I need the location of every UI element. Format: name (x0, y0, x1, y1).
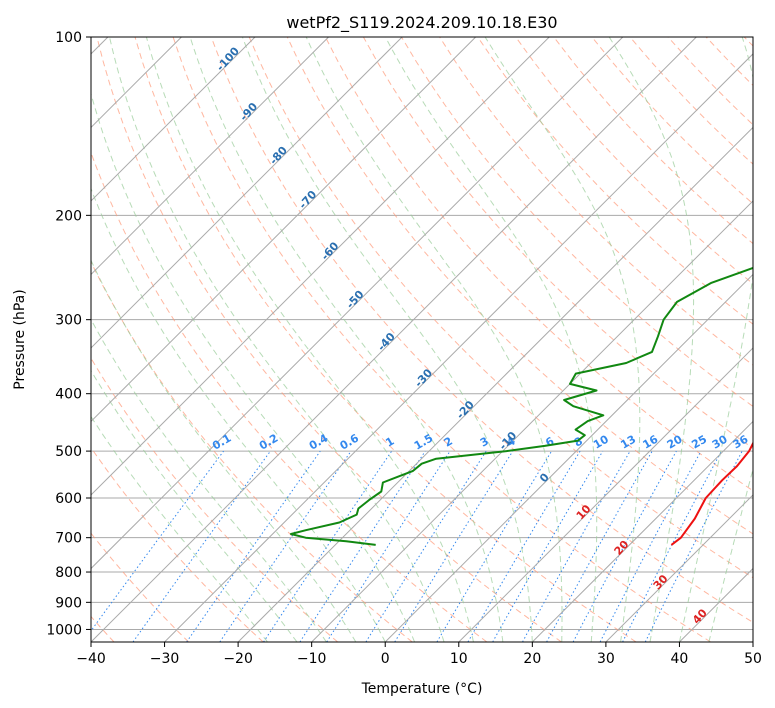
y-tick-label: 200 (55, 208, 82, 224)
mixing-ratio-line (522, 450, 631, 642)
mixing-ratio-line (644, 450, 743, 642)
moist-adiabat-line (109, 37, 445, 642)
profile-series (290, 266, 753, 546)
isotherm-line (531, 420, 753, 642)
y-tick-label: 100 (55, 30, 82, 46)
y-tick-label: 600 (55, 491, 82, 507)
x-axis-label: Temperature (°C) (361, 681, 483, 697)
dewpoint-profile-line (290, 266, 753, 546)
y-axis-ticks: 100 200 300 400 500 600 700 800 900 1000 (46, 30, 91, 638)
mixing-ratio-lines (91, 450, 743, 642)
isotherm-line (91, 37, 256, 202)
moist-adiabat-line (189, 37, 504, 642)
dry-adiabat-line (210, 37, 753, 623)
mixing-ratio-line (263, 450, 393, 642)
x-tick-label: 50 (744, 651, 762, 667)
x-axis-ticks: −40 −30 −20 −10 0 10 20 30 40 50 (76, 642, 762, 667)
dry-adiabat-line (91, 260, 413, 642)
mixing-ratio-line (132, 450, 271, 642)
moist-adiabat-line (91, 318, 327, 642)
moist-adiabat-line (678, 37, 753, 642)
y-tick-label: 700 (55, 531, 82, 547)
y-tick-label: 500 (55, 444, 82, 460)
x-tick-label: 20 (523, 651, 541, 667)
moist-adiabats (91, 37, 753, 642)
moist-adiabat-line (708, 467, 753, 642)
isotherm-line (605, 494, 753, 642)
moist-adiabat-line (91, 259, 357, 642)
y-tick-label: 900 (55, 595, 82, 611)
mixing-ratio-line (219, 450, 352, 642)
y-tick-label: 300 (55, 313, 82, 329)
isotherm-line (164, 53, 753, 642)
y-axis-label: Pressure (hPa) (12, 289, 28, 389)
mixing-ratio-line (299, 450, 426, 642)
isotherm-line (458, 347, 753, 642)
moist-adiabat-line (145, 37, 474, 642)
y-tick-label: 400 (55, 387, 82, 403)
moist-adiabat-line (91, 187, 386, 642)
pressure-gridlines (91, 37, 753, 630)
isotherm-line (91, 37, 550, 496)
x-tick-label: −10 (297, 651, 327, 667)
mixing-ratio-line (572, 450, 677, 642)
isotherm-line (91, 37, 329, 276)
dry-adiabat-line (439, 37, 753, 366)
x-tick-label: −20 (223, 651, 253, 667)
x-tick-label: 30 (597, 651, 615, 667)
mixing-ratio-line (546, 450, 653, 642)
isotherm-line (384, 273, 753, 642)
y-tick-label: 800 (55, 565, 82, 581)
dry-adiabat-line (91, 151, 488, 642)
dry-adiabat-line (477, 37, 753, 325)
moist-adiabat-line (384, 37, 598, 642)
dry-adiabat-line (91, 446, 264, 642)
mixing-ratio-line (394, 450, 514, 642)
moist-adiabat-line (241, 37, 533, 642)
temperature-profile-line (670, 441, 753, 546)
isotherm-line (91, 37, 403, 349)
dry-adiabat-line (91, 357, 339, 642)
isotherm-line (311, 200, 753, 642)
moist-adiabat-line (91, 369, 298, 642)
isotherm-line (91, 37, 697, 642)
moist-adiabat-line (91, 415, 268, 642)
x-tick-label: 0 (381, 651, 390, 667)
moist-adiabat-line (608, 37, 695, 642)
plot-frame (90, 36, 754, 643)
mixing-ratio-line (326, 450, 451, 642)
x-tick-label: 10 (450, 651, 468, 667)
chart-title: wetPf2_S119.2024.209.10.18.E30 (286, 13, 557, 33)
mixing-ratio-line (365, 450, 487, 642)
isotherm-line (91, 37, 624, 570)
x-tick-label: −40 (76, 651, 106, 667)
isotherm-line (91, 37, 477, 423)
moist-adiabat-line (484, 37, 641, 642)
dry-adiabat-line (172, 37, 711, 642)
mixing-ratio-line (91, 450, 225, 632)
x-tick-label: −30 (150, 651, 180, 667)
x-tick-label: 40 (671, 651, 689, 667)
mixing-ratio-line (186, 450, 321, 642)
moist-adiabat-line (305, 37, 563, 642)
dry-adiabat-line (96, 37, 562, 642)
y-tick-label: 1000 (46, 622, 82, 638)
